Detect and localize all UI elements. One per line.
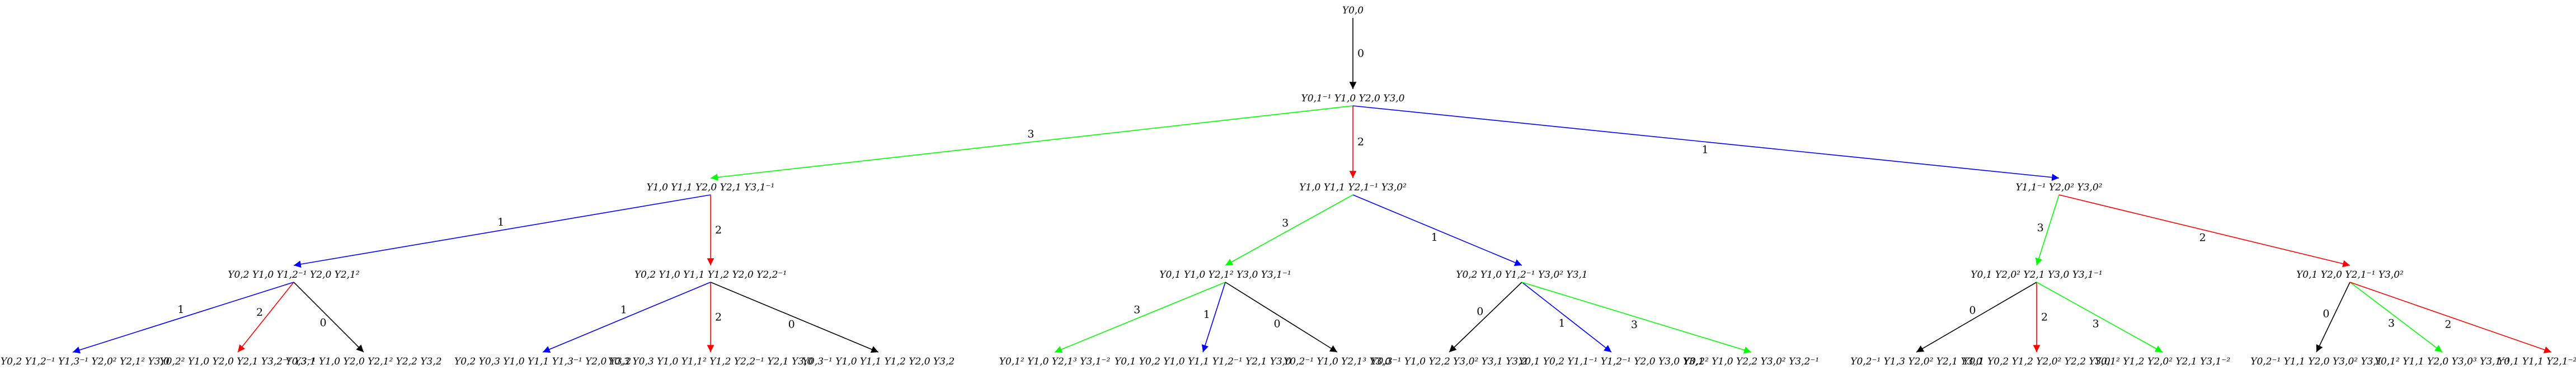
edge-n8-n20 bbox=[1449, 282, 1522, 353]
tree-node-n16: Y0,3⁻¹ Y1,0 Y1,1 Y1,2 Y2,0 Y3,2 bbox=[802, 356, 955, 367]
edge-n3-n8 bbox=[1352, 194, 1522, 266]
tree-node-n27: Y0,1² Y1,1 Y2,0 Y3,0³ Y3,1⁻¹ bbox=[2375, 356, 2510, 367]
edge-n5-n13 bbox=[293, 282, 364, 353]
tree-node-n22: Y0,2² Y1,0 Y2,2 Y3,0² Y3,2⁻¹ bbox=[1684, 356, 1819, 367]
tree-node-n8: Y0,2 Y1,0 Y1,2⁻¹ Y3,0² Y3,1 bbox=[1456, 269, 1588, 280]
tree-node-n20: Y0,3⁻¹ Y1,0 Y2,2 Y3,0² Y3,1 Y3,2 bbox=[1371, 356, 1527, 367]
edge-label: 2 bbox=[2041, 311, 2048, 324]
edge-label: 0 bbox=[1969, 304, 1976, 316]
edge-n5-n12 bbox=[237, 282, 294, 353]
edge-label: 0 bbox=[788, 318, 795, 330]
edge-label: 2 bbox=[256, 306, 263, 319]
tree-node-n6: Y0,2 Y1,0 Y1,1 Y1,2 Y2,0 Y2,2⁻¹ bbox=[634, 269, 787, 280]
edge-label: 3 bbox=[2093, 318, 2099, 330]
edge-label: 1 bbox=[1204, 308, 1210, 321]
edge-label: 3 bbox=[1282, 217, 1289, 230]
edge-n1-n4 bbox=[1352, 105, 2060, 181]
tree-node-n13: Y0,3⁻¹ Y1,0 Y2,0 Y2,1² Y2,2 Y3,2 bbox=[285, 356, 441, 367]
edge-label: 1 bbox=[1558, 317, 1565, 330]
edge-label: 2 bbox=[2445, 319, 2451, 331]
edge-label: 2 bbox=[1357, 136, 1364, 148]
edge-label: 2 bbox=[715, 224, 722, 236]
tree-node-n5: Y0,2 Y1,0 Y1,2⁻¹ Y2,0 Y2,1² bbox=[228, 269, 360, 280]
edge-label: 3 bbox=[2388, 317, 2395, 330]
edge-label: 2 bbox=[2199, 232, 2206, 244]
edge-n4-n9 bbox=[2035, 194, 2060, 266]
tree-node-n4: Y1,1⁻¹ Y2,0² Y3,0² bbox=[2015, 182, 2102, 193]
edge-label: 3 bbox=[2037, 222, 2044, 234]
edge-n4-n10 bbox=[2058, 194, 2351, 268]
tree-node-n19: Y0,2⁻¹ Y1,0 Y2,1³ Y3,0 bbox=[1284, 356, 1391, 367]
edge-label: 0 bbox=[320, 316, 327, 329]
edge-n6-n16 bbox=[710, 282, 879, 353]
tree-node-n17: Y0,1² Y1,0 Y2,1³ Y3,1⁻² bbox=[999, 356, 1111, 367]
edge-n9-n25 bbox=[2036, 282, 2163, 353]
tree-node-n2: Y1,0 Y1,1 Y2,0 Y2,1 Y3,1⁻¹ bbox=[647, 182, 775, 193]
tree-node-n7: Y0,1 Y1,0 Y2,1² Y3,0 Y3,1⁻¹ bbox=[1159, 269, 1291, 280]
edge-n1-n2 bbox=[710, 105, 1353, 181]
edge-n7-n17 bbox=[1054, 282, 1226, 353]
edge-n5-n11 bbox=[72, 282, 294, 354]
tree-node-n26: Y0,2⁻¹ Y1,1 Y2,0 Y3,0² Y3,1 bbox=[2250, 356, 2382, 367]
edge-n10-n26 bbox=[2316, 282, 2351, 353]
tree-node-n12: Y0,2² Y1,0 Y2,0 Y2,1 Y3,2⁻¹ Y3,1 bbox=[159, 356, 316, 367]
edge-label: 1 bbox=[621, 304, 627, 316]
tree-node-n10: Y0,1 Y2,0 Y2,1⁻¹ Y3,0² bbox=[2296, 269, 2404, 280]
edge-label: 0 bbox=[2323, 307, 2329, 320]
edge-label: 0 bbox=[1274, 317, 1281, 330]
edge-label: 3 bbox=[1631, 319, 1638, 331]
edge-n8-n21 bbox=[1521, 282, 1612, 353]
edge-label: 1 bbox=[1431, 231, 1438, 244]
tree-node-n28: Y0,1 Y1,1 Y2,1⁻² Y3,0⁴ bbox=[2498, 356, 2576, 367]
edge-n10-n27 bbox=[2349, 282, 2443, 353]
tree-node-n24: Y0,1 Y0,2 Y1,2 Y2,0² Y2,2 Y3,0 bbox=[1963, 356, 2110, 367]
tree-node-n0: Y0,0 bbox=[1342, 5, 1364, 16]
edge-n2-n5 bbox=[293, 194, 711, 268]
tree-node-n3: Y1,0 Y1,1 Y2,1⁻¹ Y3,0² bbox=[1299, 182, 1407, 193]
tree-node-n11: Y0,1 Y0,2 Y1,2⁻¹ Y1,3⁻¹ Y2,0² Y2,1² Y3,0 bbox=[0, 356, 170, 367]
tree-node-n21: Y0,1 Y0,2 Y1,1⁻¹ Y1,2⁻¹ Y2,0 Y3,0 Y3,1 bbox=[1519, 356, 1704, 367]
edge-n7-n19 bbox=[1225, 282, 1338, 353]
edge-label: 0 bbox=[1477, 305, 1483, 317]
tree-node-n18: Y0,1 Y0,2 Y1,0 Y1,1 Y1,2⁻¹ Y2,1 Y3,0 bbox=[1115, 356, 1291, 367]
edge-n3-n7 bbox=[1225, 194, 1353, 266]
edges-layer: 0 3 2 1 1 2 3 1 3 2 1 2 0 1 2 0 3 1 0 0 1 3 0 2 3 0 3 2 bbox=[72, 18, 2552, 354]
tree-node-n14: Y0,2 Y0,3 Y1,0 Y1,1 Y1,3⁻¹ Y2,0 Y3,2 bbox=[454, 356, 631, 367]
edge-label: 1 bbox=[497, 216, 504, 228]
edge-n6-n14 bbox=[542, 282, 711, 353]
edge-label: 0 bbox=[1357, 48, 1364, 60]
edge-label: 3 bbox=[1134, 304, 1140, 316]
edge-n9-n23 bbox=[1916, 282, 2037, 353]
edge-label: 1 bbox=[177, 303, 184, 316]
edge-n8-n22 bbox=[1521, 282, 1752, 354]
edge-label: 1 bbox=[1702, 143, 1709, 156]
nodes-layer: Y0,0 Y0,1⁻¹ Y1,0 Y2,0 Y3,0 Y1,0 Y1,1 Y2,0 … bbox=[0, 5, 2576, 367]
tree-node-n23: Y0,2⁻¹ Y1,3 Y2,0² Y2,1 Y3,0 bbox=[1850, 356, 1982, 367]
tree-node-n9: Y0,1 Y2,0² Y2,1 Y3,0 Y3,1⁻¹ bbox=[1971, 269, 2103, 280]
tree-node-n1: Y0,1⁻¹ Y1,0 Y2,0 Y3,0 bbox=[1301, 93, 1404, 104]
edge-n10-n28 bbox=[2349, 282, 2552, 353]
tree-node-n25: Y0,1² Y1,2 Y2,0² Y2,1 Y3,1⁻² bbox=[2095, 356, 2231, 367]
edge-label: 2 bbox=[715, 311, 722, 324]
edge-label: 3 bbox=[1027, 128, 1034, 141]
edge-n7-n18 bbox=[1201, 282, 1226, 353]
tree-node-n15: Y0,3 Y0,3 Y1,0 Y1,1² Y1,2 Y2,2⁻¹ Y2,1 Y3… bbox=[608, 356, 814, 367]
